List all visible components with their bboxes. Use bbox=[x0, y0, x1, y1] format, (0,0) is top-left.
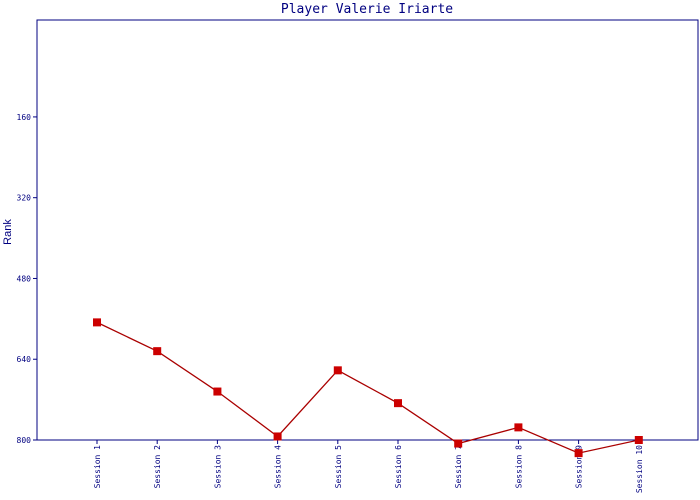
data-point bbox=[514, 423, 523, 432]
data-point bbox=[333, 366, 342, 375]
x-tick-label: Session 6 bbox=[394, 445, 403, 489]
data-point bbox=[273, 432, 282, 441]
plot-area bbox=[36, 19, 699, 441]
y-tick-label: 160 bbox=[17, 113, 32, 122]
x-tick-label: Session 8 bbox=[514, 445, 523, 489]
data-point bbox=[634, 436, 643, 444]
data-point bbox=[574, 449, 583, 458]
x-tick-label: Session 7 bbox=[454, 445, 463, 489]
x-tick-label: Session 5 bbox=[334, 445, 343, 489]
x-tick-label: Session 9 bbox=[575, 445, 584, 489]
chart-title: Player Valerie Iriarte bbox=[281, 2, 453, 17]
y-axis: 160 320 480 640 800 bbox=[17, 113, 37, 445]
x-tick-label: Session 2 bbox=[153, 445, 162, 489]
series-line bbox=[96, 321, 639, 454]
data-point bbox=[394, 399, 402, 408]
y-tick-label: 320 bbox=[17, 194, 32, 203]
data-point bbox=[454, 439, 463, 448]
data-point bbox=[153, 347, 162, 356]
y-tick-label: 640 bbox=[17, 355, 32, 364]
y-tick-label: 480 bbox=[17, 274, 32, 283]
series-rank bbox=[93, 318, 643, 458]
x-tick-label: Session 3 bbox=[213, 445, 222, 489]
y-tick-label: 800 bbox=[17, 436, 32, 445]
data-point bbox=[213, 387, 222, 396]
y-axis-label: Rank bbox=[2, 219, 14, 245]
x-tick-label: Session 4 bbox=[274, 445, 283, 489]
data-point bbox=[93, 318, 101, 327]
x-axis: Session 1 Session 2 Session 3 Session 4 Sess… bbox=[93, 440, 644, 493]
x-tick-label: Session 10 bbox=[635, 445, 644, 493]
x-tick-label: Session 1 bbox=[93, 445, 102, 489]
